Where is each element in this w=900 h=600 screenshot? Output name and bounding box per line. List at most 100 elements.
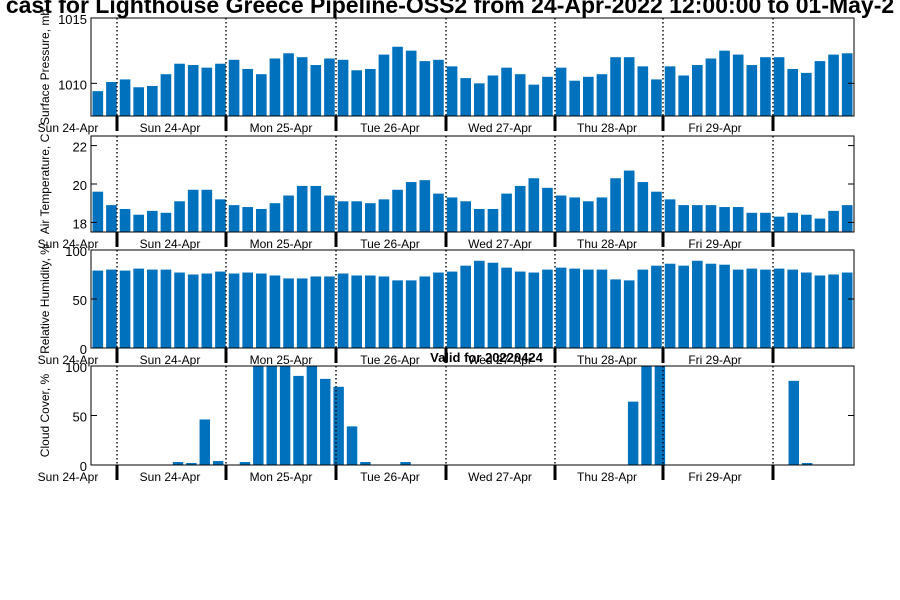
bar-p1-6 (174, 63, 185, 116)
ylabel-p4: Cloud Cover, % (38, 373, 52, 457)
bar-p1-0 (92, 91, 104, 116)
day-label-p3-4: Wed 27-Apr (468, 353, 532, 367)
bar-p2-40 (637, 182, 649, 232)
bar-p1-43 (678, 75, 689, 116)
bar-p2-21 (378, 199, 390, 232)
bar-p1-49 (760, 57, 771, 116)
bar-p2-2 (119, 208, 131, 232)
bar-p1-39 (623, 57, 635, 116)
day-label-p1-2: Mon 25-Apr (250, 121, 313, 135)
day-label-p4-6: Fri 29-Apr (688, 470, 741, 484)
bar-p2-55 (841, 205, 853, 232)
day-label-p1-1: Sun 24-Apr (140, 121, 201, 135)
bar-p3-11 (242, 272, 253, 348)
bar-p3-3 (133, 268, 144, 348)
bar-p2-42 (664, 199, 676, 232)
bar-p3-23 (405, 280, 417, 348)
bar-p2-19 (351, 201, 362, 232)
bar-p1-5 (160, 74, 172, 116)
bar-p1-32 (528, 84, 540, 116)
bar-p3-26 (446, 271, 458, 348)
bar-p4-23 (400, 462, 411, 465)
bar-p1-12 (256, 74, 267, 116)
bar-p3-5 (160, 269, 172, 348)
bar-p3-17 (324, 276, 335, 348)
bar-p3-25 (433, 272, 444, 348)
bar-p1-30 (501, 67, 512, 116)
bar-p1-47 (732, 54, 744, 116)
bar-p2-31 (514, 185, 526, 232)
bar-p2-34 (555, 195, 567, 232)
bar-p2-26 (446, 197, 458, 232)
bar-p3-13 (269, 275, 281, 348)
bar-p3-30 (501, 267, 512, 348)
bar-p3-8 (201, 273, 213, 348)
bar-p2-35 (569, 197, 580, 232)
bar-p1-20 (365, 68, 376, 116)
bar-p4-17 (320, 378, 331, 465)
bar-p1-19 (351, 70, 362, 116)
ytick-label-p2-2: 22 (73, 140, 87, 155)
bar-p1-37 (596, 74, 608, 116)
axes-box-p1 (90, 17, 855, 117)
bar-p2-46 (719, 207, 730, 232)
ytick-label-p3-2: 100 (65, 244, 87, 259)
bar-p4-11 (239, 462, 251, 465)
bar-p2-6 (174, 201, 185, 232)
bar-p4-9 (212, 461, 224, 465)
bar-p3-41 (651, 265, 662, 348)
bar-p3-7 (187, 274, 199, 348)
day-label-p3-0: Sun 24-Apr (38, 353, 99, 367)
bar-p3-22 (392, 280, 403, 348)
bar-p1-55 (841, 53, 853, 116)
bar-p3-43 (678, 265, 689, 348)
bar-p1-10 (228, 59, 240, 116)
bar-p2-54 (828, 210, 839, 232)
bar-p1-4 (147, 85, 158, 116)
day-label-p2-3: Tue 26-Apr (360, 237, 420, 251)
day-label-p4-4: Wed 27-Apr (468, 470, 532, 484)
bar-p1-15 (296, 57, 308, 116)
bar-p1-46 (719, 50, 730, 116)
bar-p2-29 (487, 208, 499, 232)
day-label-p3-3: Tue 26-Apr (360, 353, 420, 367)
bar-p1-45 (705, 58, 717, 116)
bar-p3-42 (664, 263, 676, 348)
bar-p1-44 (692, 65, 703, 116)
bar-p3-29 (487, 262, 499, 348)
bar-p1-29 (487, 75, 499, 116)
bar-p1-36 (583, 76, 594, 116)
ylabel-p1: Surface Pressure, mb (38, 9, 52, 125)
bar-p2-9 (215, 199, 226, 232)
day-label-p2-0: Sun 24-Apr (38, 237, 99, 251)
bar-p1-13 (269, 58, 281, 116)
bar-p2-16 (310, 185, 322, 232)
bar-p4-53 (801, 463, 813, 465)
day-label-p3-5: Thu 28-Apr (577, 353, 637, 367)
bar-p2-1 (106, 205, 117, 232)
bar-p2-13 (269, 203, 281, 232)
ytick-label-p3-0: 0 (80, 342, 87, 357)
bar-p2-44 (692, 205, 703, 232)
bar-p3-48 (746, 268, 758, 348)
bar-p2-37 (596, 197, 608, 232)
chart-title: cast for Lighthouse Greece Pipeline-OSS2… (5, 0, 895, 18)
bar-p1-48 (746, 65, 758, 116)
bar-p1-41 (651, 79, 662, 116)
bar-p3-46 (719, 264, 730, 348)
bar-p2-22 (392, 189, 403, 232)
bar-p3-33 (542, 269, 553, 348)
bar-p3-49 (760, 269, 771, 348)
bar-p2-32 (528, 178, 540, 232)
bar-p3-4 (147, 269, 158, 348)
bar-p1-52 (801, 72, 812, 116)
bar-p2-28 (474, 208, 485, 232)
bar-p3-20 (365, 275, 376, 348)
bar-p1-24 (419, 61, 431, 116)
bar-p4-18 (333, 386, 344, 465)
bar-p2-4 (147, 210, 158, 232)
day-label-p2-1: Sun 24-Apr (140, 237, 201, 251)
bar-p3-38 (610, 279, 621, 348)
bar-p4-20 (360, 462, 371, 465)
day-label-p4-5: Thu 28-Apr (577, 470, 637, 484)
